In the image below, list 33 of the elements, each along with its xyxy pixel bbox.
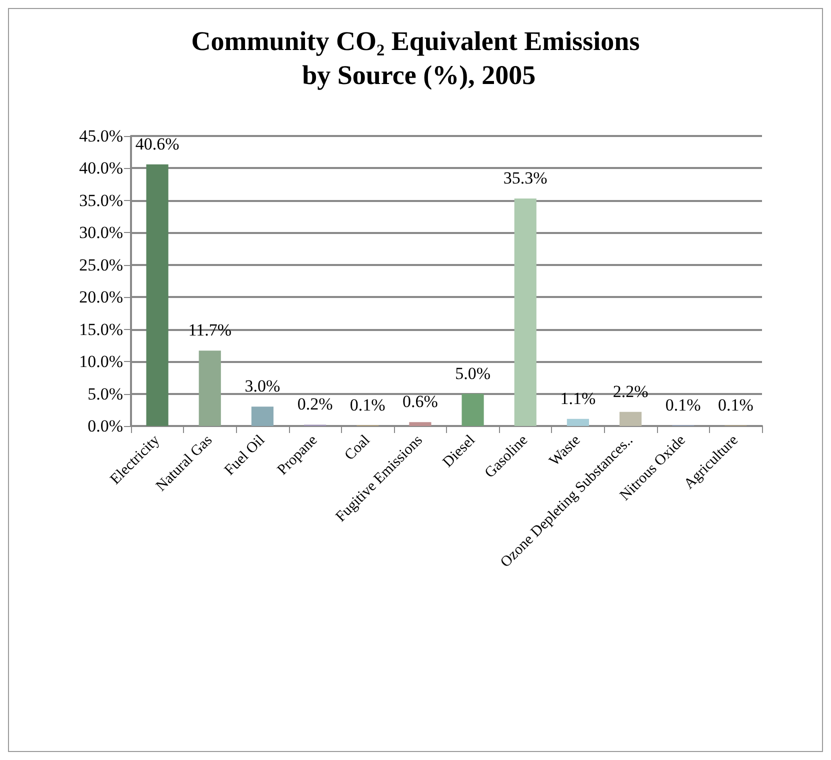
y-tick-label: 40.0%	[79, 158, 123, 178]
y-tick-label: 35.0%	[79, 190, 123, 210]
data-label: 40.6%	[135, 134, 180, 154]
data-label: 35.3%	[503, 168, 548, 188]
bar	[146, 164, 168, 426]
bar	[514, 198, 536, 426]
data-label: 2.2%	[612, 382, 648, 401]
chart-title: Community CO₂ Equivalent Emissions by Source (%), 2005	[191, 26, 640, 90]
y-tick-label: 30.0%	[79, 223, 123, 242]
data-label: 11.7%	[188, 320, 232, 340]
y-tick-label: 10.0%	[79, 352, 123, 372]
y-tick-label: 0.0%	[88, 416, 123, 436]
bar	[409, 422, 432, 426]
bar	[620, 412, 642, 426]
data-label: 0.6%	[402, 392, 438, 412]
y-tick-label: 45.0%	[79, 126, 123, 146]
y-tick-label: 15.0%	[79, 320, 123, 339]
y-tick-label: 20.0%	[79, 288, 123, 307]
data-label: 0.1%	[665, 395, 701, 414]
bar	[198, 350, 221, 426]
bar	[251, 406, 274, 426]
data-label: 0.1%	[718, 395, 754, 414]
x-tick-label: Fuel Oil	[222, 432, 268, 479]
data-label: 3.0%	[244, 376, 280, 396]
y-tick-label: 5.0%	[88, 384, 123, 404]
bar	[462, 394, 484, 426]
x-tick-label: Coal	[342, 432, 374, 464]
data-label: 0.1%	[350, 395, 386, 414]
data-label: 1.1%	[560, 388, 596, 408]
data-label: 0.2%	[297, 394, 333, 414]
bar	[566, 418, 589, 426]
data-label: 5.0%	[455, 364, 491, 383]
y-tick-label: 25.0%	[79, 255, 123, 274]
